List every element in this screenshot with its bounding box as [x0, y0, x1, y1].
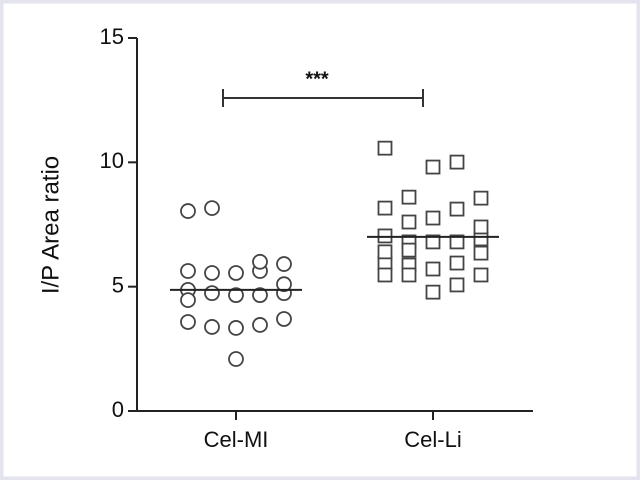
data-point — [252, 317, 268, 333]
data-point — [449, 255, 465, 271]
data-point — [180, 314, 196, 330]
y-tick-label: 5 — [112, 272, 124, 297]
y-axis-label: I/P Area ratio — [37, 156, 64, 294]
data-point — [401, 189, 417, 205]
data-point — [276, 311, 292, 327]
y-tick-label: 0 — [112, 397, 124, 422]
data-point — [425, 234, 441, 250]
data-point — [425, 159, 441, 175]
data-point — [204, 319, 220, 335]
data-point — [425, 261, 441, 277]
data-point — [401, 214, 417, 230]
data-point — [473, 267, 489, 283]
data-point — [449, 234, 465, 250]
data-point — [473, 190, 489, 206]
data-point — [228, 351, 244, 367]
data-point — [180, 263, 196, 279]
data-point — [204, 200, 220, 216]
data-point — [276, 276, 292, 293]
significance-bracket: *** — [222, 68, 424, 107]
data-point — [377, 244, 393, 260]
data-point — [401, 267, 417, 283]
data-point — [473, 245, 489, 261]
data-point — [252, 287, 268, 304]
data-point — [425, 210, 441, 226]
data-point — [449, 277, 465, 293]
data-point — [473, 219, 489, 235]
data-point — [401, 242, 417, 258]
data-point — [377, 267, 393, 283]
significance-label: *** — [305, 68, 329, 90]
data-point — [252, 253, 268, 270]
data-point — [180, 292, 196, 308]
data-point — [180, 203, 196, 219]
data-point — [204, 265, 220, 281]
data-point — [377, 140, 393, 156]
y-tick-label: 10 — [100, 148, 124, 173]
x-tick-label: Cel-Li — [404, 427, 461, 452]
data-point — [228, 287, 244, 304]
data-point — [204, 285, 220, 302]
data-point — [425, 284, 441, 300]
data-point — [377, 200, 393, 216]
data-point — [228, 265, 244, 281]
y-tick-label: 15 — [100, 24, 124, 49]
data-point — [276, 256, 292, 272]
data-point — [449, 201, 465, 217]
data-point — [449, 154, 465, 170]
data-point — [228, 320, 244, 336]
x-tick-label: Cel-MI — [204, 427, 269, 452]
